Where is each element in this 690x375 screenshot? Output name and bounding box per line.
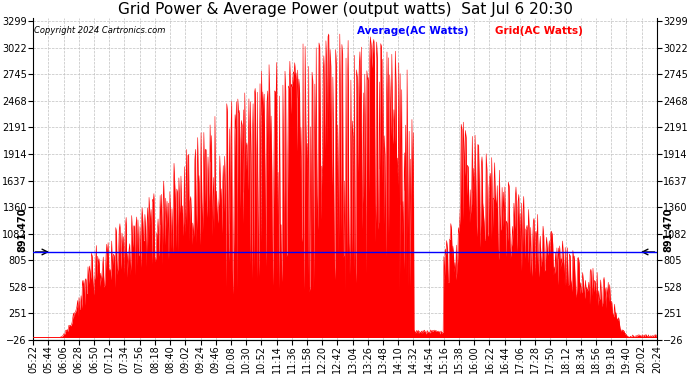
Text: 891.470: 891.470 (663, 208, 673, 252)
Text: 891.470: 891.470 (17, 208, 27, 252)
Text: Average(AC Watts): Average(AC Watts) (357, 26, 469, 36)
Title: Grid Power & Average Power (output watts)  Sat Jul 6 20:30: Grid Power & Average Power (output watts… (117, 2, 573, 17)
Text: Grid(AC Watts): Grid(AC Watts) (495, 26, 582, 36)
Text: Copyright 2024 Cartronics.com: Copyright 2024 Cartronics.com (34, 26, 166, 35)
